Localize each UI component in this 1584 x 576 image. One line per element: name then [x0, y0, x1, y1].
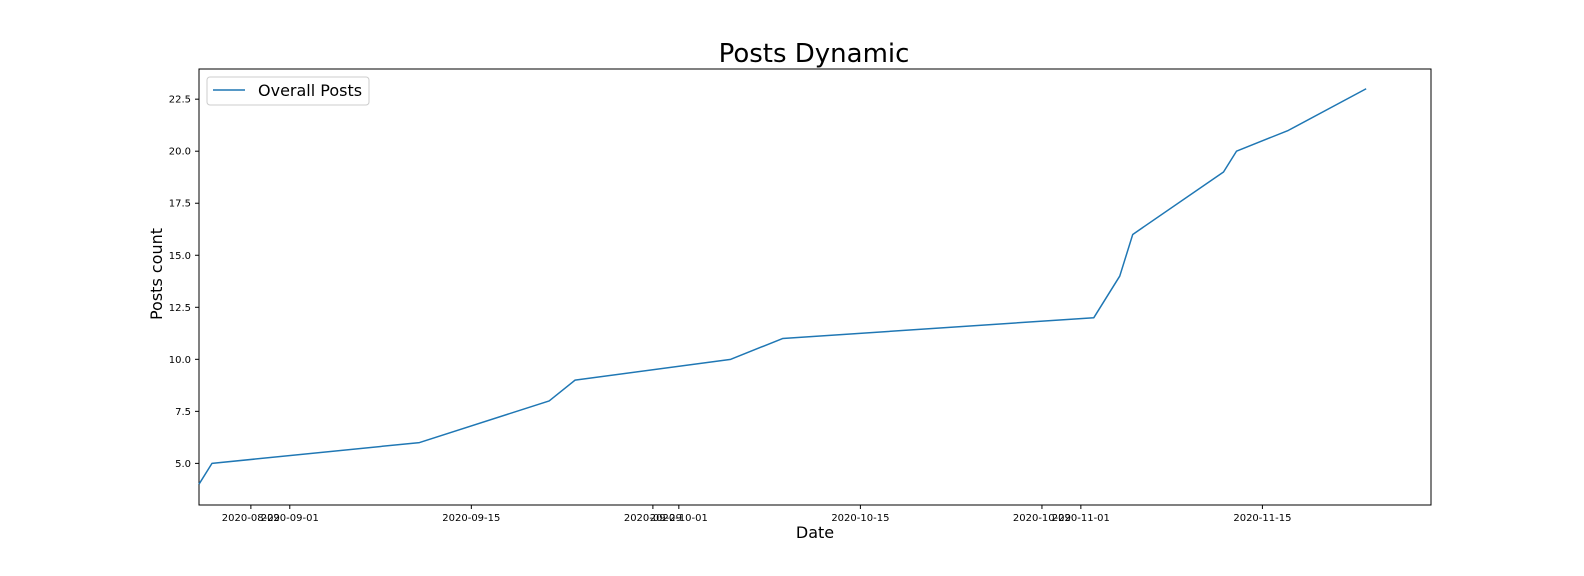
y-tick-label: 7.5: [175, 407, 191, 418]
y-tick-label: 12.5: [169, 303, 191, 314]
x-tick-label: 2020-10-01: [650, 513, 708, 524]
chart-title: Posts Dynamic: [719, 39, 910, 69]
legend: Overall Posts: [206, 76, 370, 106]
x-tick-label: 2020-10-15: [831, 513, 889, 524]
series-line-overall-posts: [198, 88, 1367, 485]
y-tick-label: 20.0: [169, 147, 191, 158]
x-tick-label: 2020-11-15: [1233, 513, 1291, 524]
y-tick-label: 5.0: [175, 459, 191, 470]
y-tick-label: 22.5: [169, 95, 191, 106]
x-tick-label: 2020-09-29: [624, 513, 682, 524]
legend-box: [206, 76, 370, 106]
x-tick-label: 2020-08-29: [222, 513, 280, 524]
y-tick-label: 17.5: [169, 199, 191, 210]
y-tick-label: 10.0: [169, 355, 191, 366]
legend-label-overall-posts: Overall Posts: [258, 81, 362, 100]
plot-frame: [198, 68, 1432, 506]
x-tick-label: 2020-09-01: [261, 513, 319, 524]
y-axis-label: Posts count: [147, 228, 166, 320]
x-axis-label: Date: [796, 523, 834, 542]
y-tick-label: 15.0: [169, 251, 191, 262]
series-layer: [198, 88, 1367, 485]
x-tick-label: 2020-09-15: [442, 513, 500, 524]
x-tick-label: 2020-10-29: [1013, 513, 1071, 524]
x-tick-label: 2020-11-01: [1052, 513, 1110, 524]
y-axis-ticks: 5.0 7.5 10.0 12.5 15.0 17.5 20.0 22.5: [169, 95, 199, 470]
